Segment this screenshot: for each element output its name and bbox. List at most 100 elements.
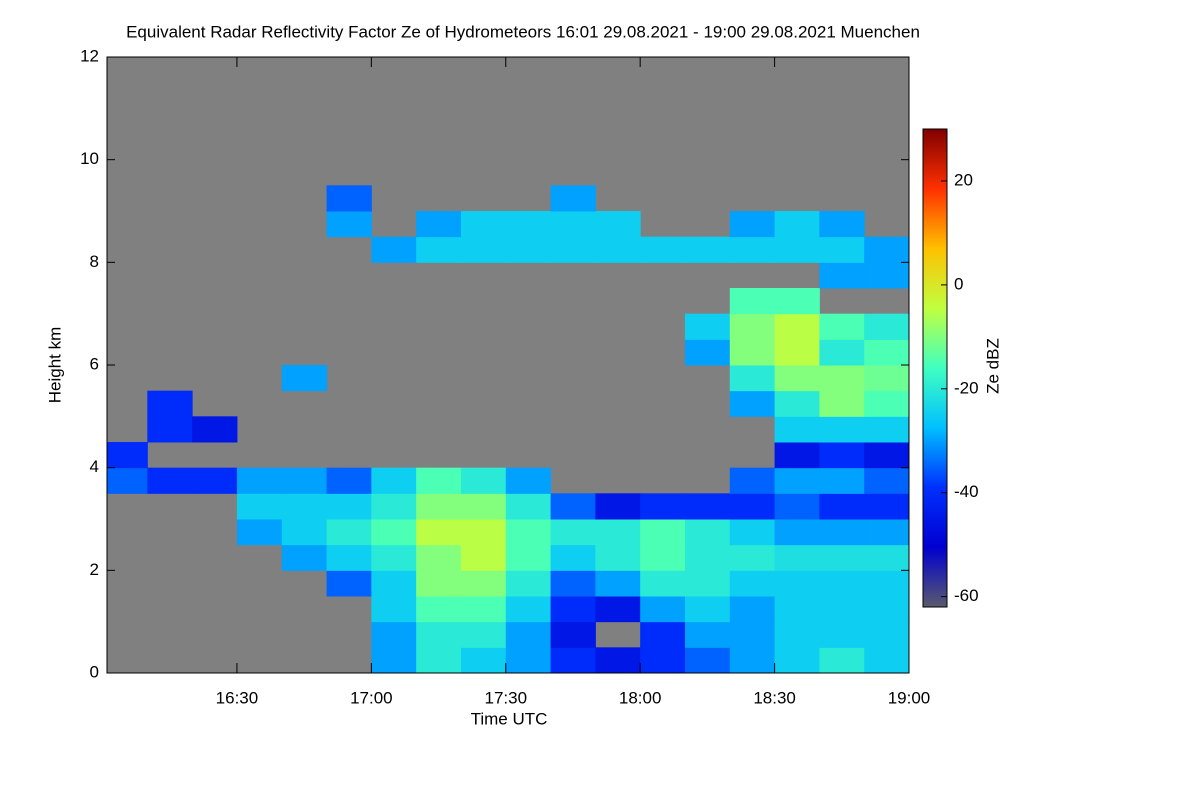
- heat-cell: [819, 544, 865, 571]
- heat-cell: [505, 621, 552, 648]
- heat-cell: [729, 596, 776, 623]
- heat-cell: [864, 467, 910, 494]
- heat-cell: [729, 211, 776, 238]
- heat-cell: [819, 390, 865, 417]
- x-tick-label: 16:30: [216, 688, 259, 707]
- heat-cell: [729, 339, 776, 366]
- heat-cell: [774, 544, 820, 571]
- heat-cell: [236, 467, 283, 494]
- y-tick-label: 0: [90, 662, 99, 681]
- heat-cell: [281, 519, 328, 546]
- heat-cell: [819, 262, 865, 289]
- y-tick-label: 12: [80, 46, 99, 65]
- heat-cell: [416, 544, 462, 571]
- y-tick-label: 10: [80, 149, 99, 168]
- heat-cell: [416, 467, 462, 494]
- heat-cell: [281, 544, 328, 571]
- heat-cell: [774, 621, 820, 648]
- heat-cell: [864, 493, 910, 520]
- heat-cell: [416, 621, 462, 648]
- heat-cell: [460, 211, 507, 238]
- heat-cell: [864, 596, 910, 623]
- heat-cell: [550, 493, 596, 520]
- chart-title: Equivalent Radar Reflectivity Factor Ze …: [126, 22, 920, 41]
- heat-cell: [107, 467, 148, 494]
- heat-cell: [550, 596, 596, 623]
- heat-cell: [371, 544, 417, 571]
- colorbar: [922, 128, 948, 608]
- heat-cell: [864, 621, 910, 648]
- heat-cell: [595, 647, 641, 674]
- heat-cell: [505, 647, 552, 674]
- heat-cell: [864, 365, 910, 392]
- heat-cell: [774, 339, 820, 366]
- heat-cell: [774, 390, 820, 417]
- heat-cell: [819, 621, 865, 648]
- y-tick-label: 8: [90, 252, 99, 271]
- heat-cell: [326, 493, 372, 520]
- heat-cell: [505, 467, 552, 494]
- heat-cell: [460, 236, 507, 263]
- heat-cell: [550, 544, 596, 571]
- x-tick-label: 18:30: [753, 688, 796, 707]
- heat-cell: [416, 211, 462, 238]
- heat-cell: [774, 519, 820, 546]
- heat-cell: [864, 442, 910, 469]
- y-tick-label: 4: [90, 457, 99, 476]
- heat-cell: [550, 647, 596, 674]
- heat-cell: [147, 416, 193, 443]
- heat-cell: [729, 544, 776, 571]
- heat-cell: [864, 544, 910, 571]
- heat-cell: [640, 493, 686, 520]
- heat-cell: [371, 519, 417, 546]
- heat-cell: [819, 339, 865, 366]
- heat-cell: [371, 570, 417, 597]
- heat-cell: [864, 390, 910, 417]
- heat-cell: [236, 493, 283, 520]
- heat-cell: [729, 570, 776, 597]
- heat-cell: [460, 519, 507, 546]
- heat-cell: [640, 519, 686, 546]
- heat-cell: [819, 519, 865, 546]
- heat-cell: [281, 365, 328, 392]
- heat-cell: [774, 365, 820, 392]
- heat-cell: [684, 236, 731, 263]
- heat-cell: [684, 519, 731, 546]
- heat-cell: [774, 647, 820, 674]
- heat-cell: [550, 519, 596, 546]
- heat-cell: [371, 621, 417, 648]
- heat-cell: [864, 647, 910, 674]
- heat-cell: [326, 570, 372, 597]
- heat-cell: [460, 493, 507, 520]
- heat-cell: [460, 544, 507, 571]
- heat-cell: [460, 467, 507, 494]
- heat-cell: [147, 467, 193, 494]
- heat-cell: [684, 647, 731, 674]
- heat-cell: [550, 211, 596, 238]
- colorbar-tick-label: -20: [954, 378, 979, 397]
- heat-cell: [595, 519, 641, 546]
- heat-cell: [819, 211, 865, 238]
- heat-cell: [819, 647, 865, 674]
- heat-cell: [192, 416, 238, 443]
- heat-cell: [819, 467, 865, 494]
- heat-cell: [505, 570, 552, 597]
- heat-cell: [864, 262, 910, 289]
- heat-cell: [774, 570, 820, 597]
- heat-cell: [819, 416, 865, 443]
- x-tick-label: 17:00: [350, 688, 393, 707]
- heat-cell: [416, 570, 462, 597]
- heat-cell: [640, 596, 686, 623]
- heat-cell: [774, 288, 820, 315]
- heat-cell: [819, 236, 865, 263]
- heat-cell: [774, 211, 820, 238]
- heat-cell: [505, 236, 552, 263]
- heat-cell: [819, 442, 865, 469]
- heat-cell: [281, 493, 328, 520]
- heat-cell: [107, 442, 148, 469]
- heat-cell: [550, 236, 596, 263]
- x-tick-label: 18:00: [619, 688, 662, 707]
- heat-cell: [416, 493, 462, 520]
- heat-cell: [774, 236, 820, 263]
- colorbar-tick-label: -60: [954, 586, 979, 605]
